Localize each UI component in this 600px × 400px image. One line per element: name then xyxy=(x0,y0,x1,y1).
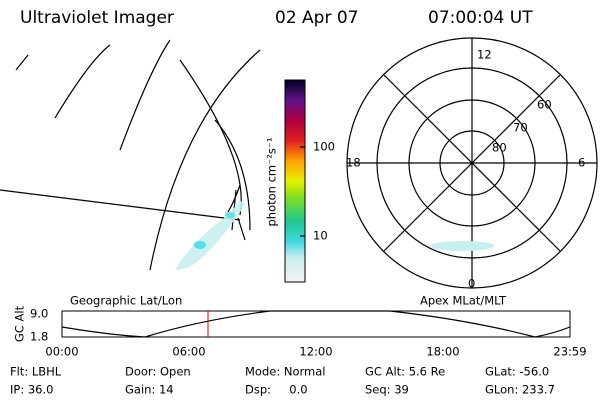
time-tick: 23:59 xyxy=(553,345,586,359)
polar-plot xyxy=(346,37,598,289)
lat-label: 60 xyxy=(537,98,552,112)
time-tick: 06:00 xyxy=(172,345,205,359)
info-field: GLat: -56.0 xyxy=(485,365,549,379)
geographic-map xyxy=(0,39,261,271)
mlt-label: 12 xyxy=(477,48,492,62)
orbit-y-tick: 9.0 xyxy=(30,307,48,321)
mlt-label: 18 xyxy=(346,156,361,170)
info-field: GLon: 233.7 xyxy=(485,383,555,397)
colorbar-tick: 100 xyxy=(313,140,335,154)
colorbar xyxy=(284,79,306,283)
time-tick: 12:00 xyxy=(299,345,332,359)
orbit-plot xyxy=(61,310,571,338)
info-field: Mode: Normal xyxy=(245,365,325,379)
mlt-label: 0 xyxy=(468,277,475,291)
date: 02 Apr 07 xyxy=(275,8,358,28)
lat-label: 70 xyxy=(513,121,528,135)
info-field: Gain: 14 xyxy=(125,383,174,397)
time-tick: 00:00 xyxy=(45,345,78,359)
info-field: Door: Open xyxy=(125,365,191,379)
panel-label: Apex MLat/MLT xyxy=(420,294,507,308)
time-tick: 18:00 xyxy=(426,345,459,359)
orbit-axis-label: GC Alt xyxy=(13,305,27,342)
panel-label: Geographic Lat/Lon xyxy=(70,294,182,308)
info-field: Flt: LBHL xyxy=(10,365,62,379)
info-field: Dsp: 0.0 xyxy=(245,383,308,397)
info-field: IP: 36.0 xyxy=(10,383,53,397)
mlt-label: 6 xyxy=(578,156,585,170)
time: 07:00:04 UT xyxy=(428,8,533,28)
orbit-curve xyxy=(61,310,571,338)
info-field: Seq: 39 xyxy=(365,383,409,397)
info-field: GC Alt: 5.6 Re xyxy=(365,365,445,379)
instrument: Ultraviolet Imager xyxy=(20,8,174,28)
lat-label: 80 xyxy=(492,141,507,155)
colorbar-label: photon cm⁻²s⁻¹ xyxy=(265,138,279,227)
orbit-y-tick: 1.8 xyxy=(30,330,48,344)
colorbar-tick: 10 xyxy=(313,229,328,243)
